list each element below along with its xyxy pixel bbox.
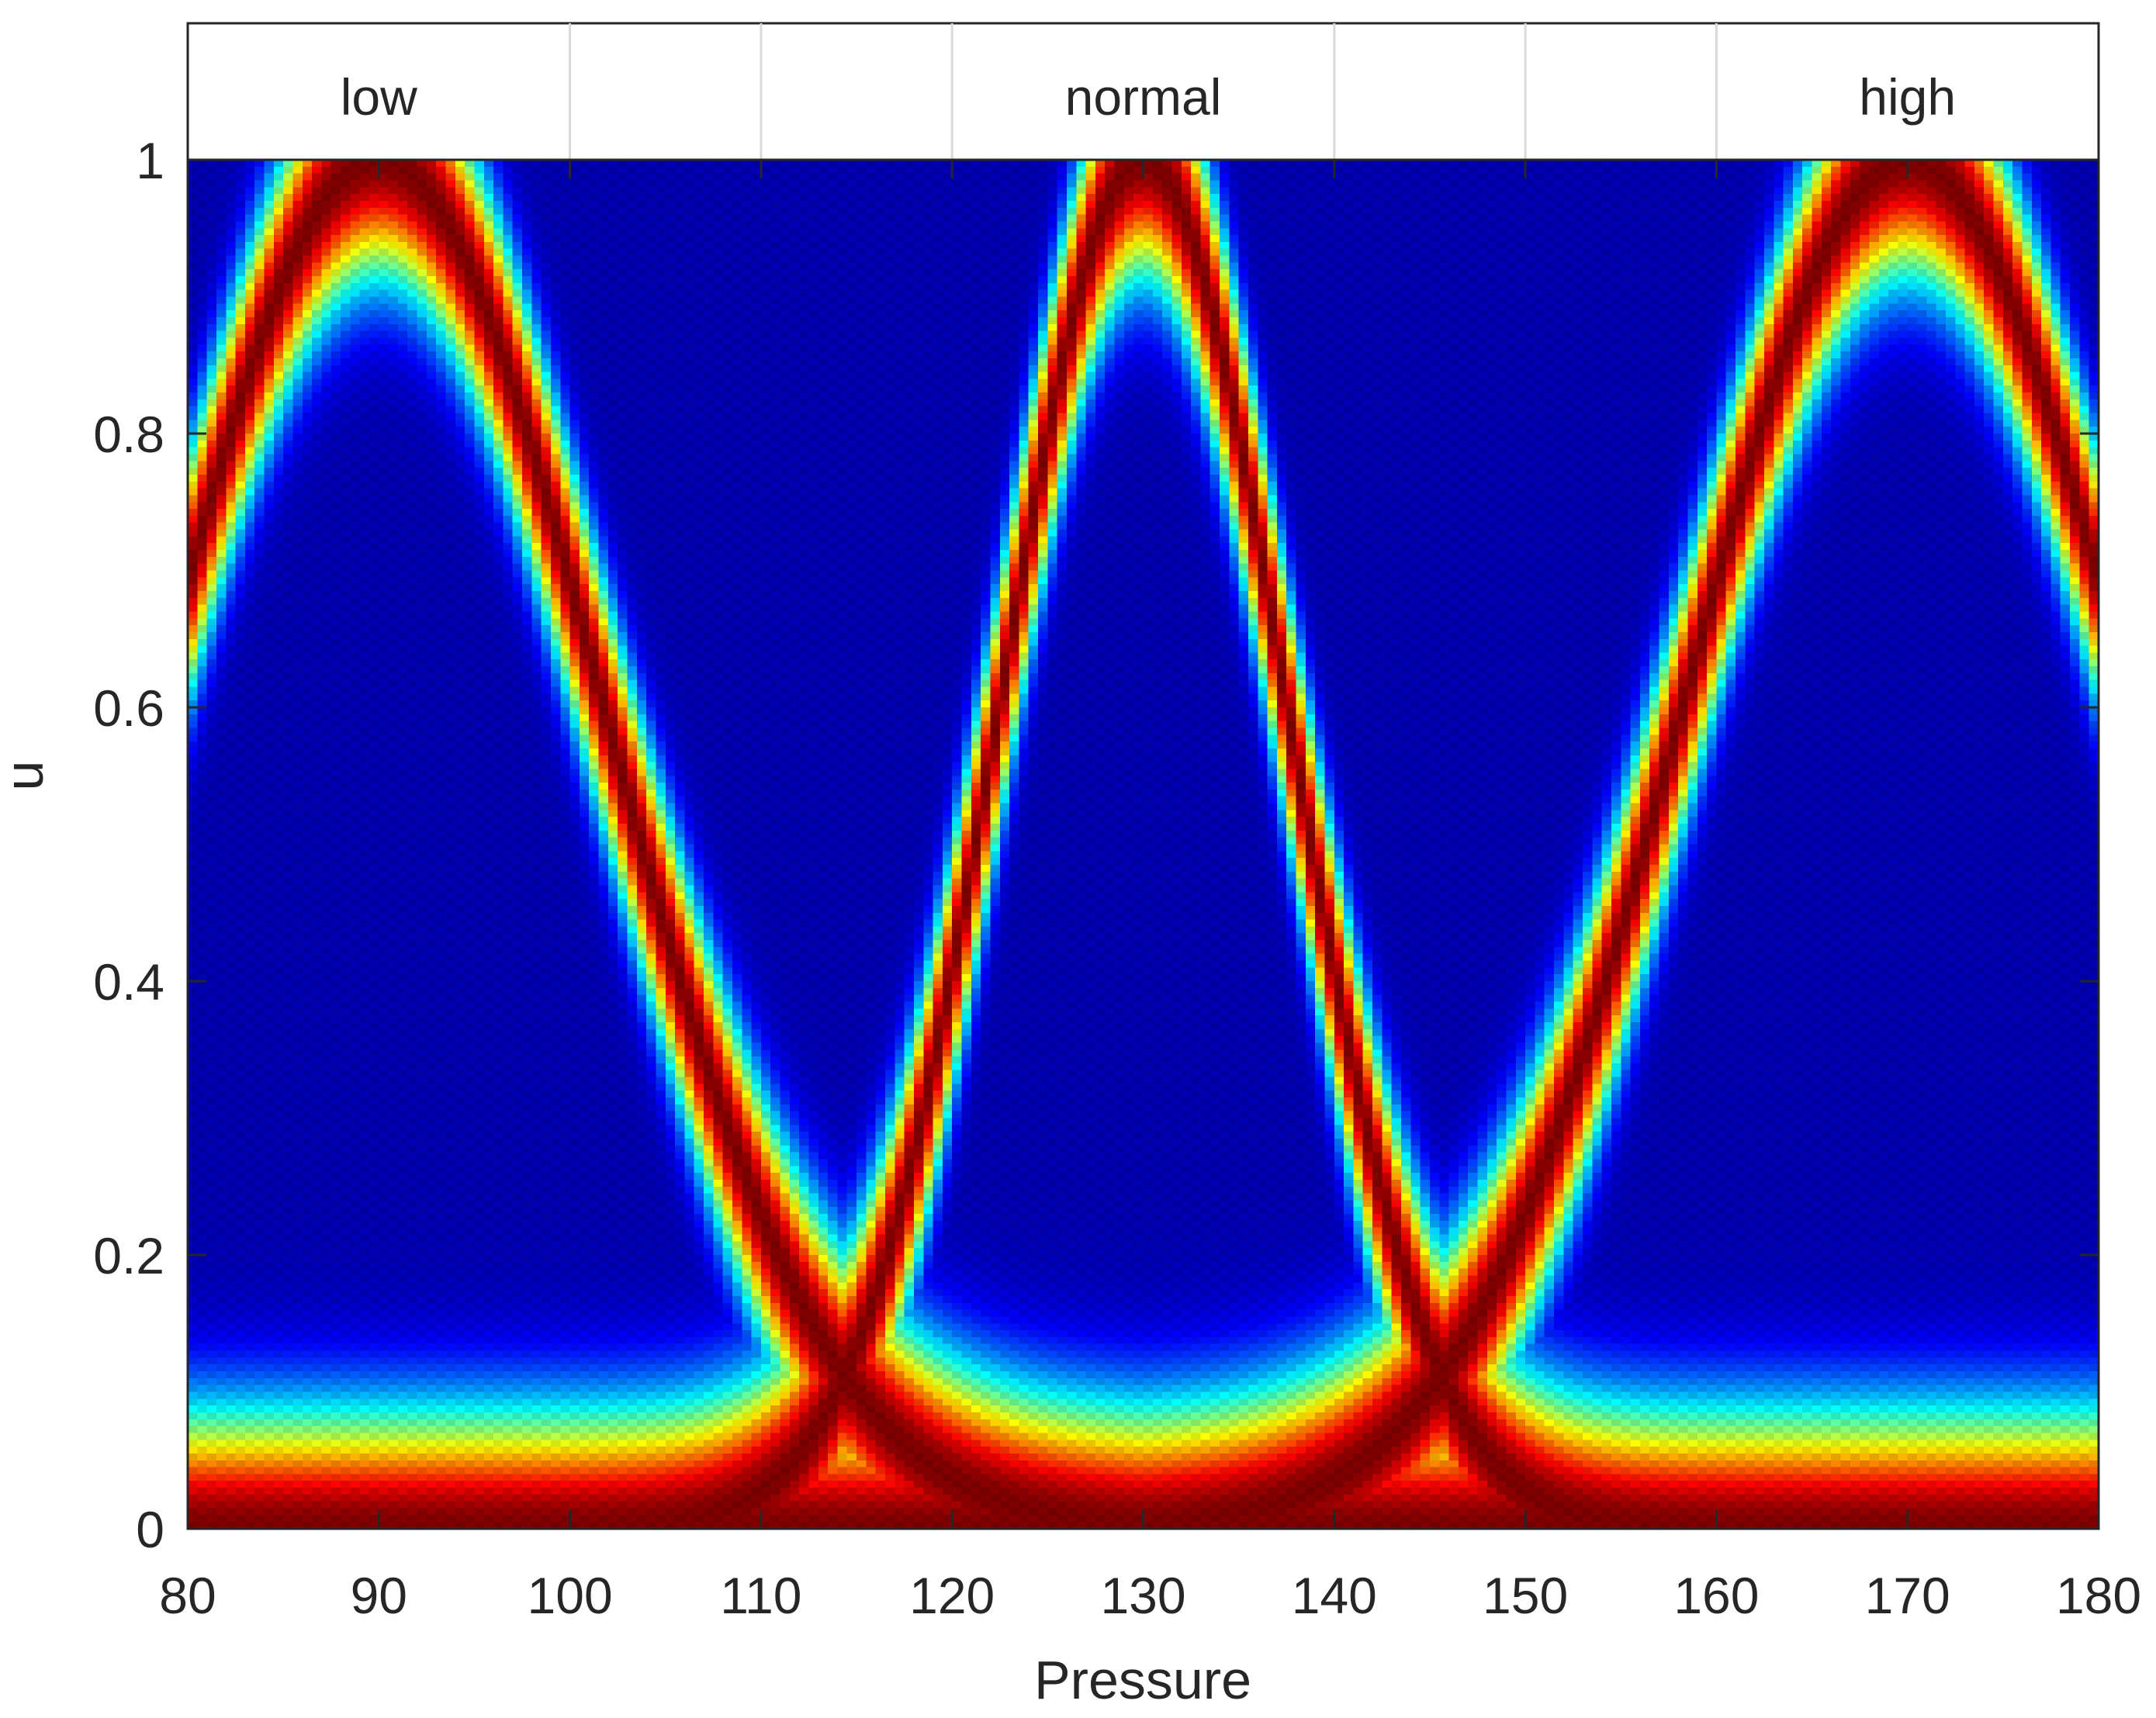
x-tick-label: 160 [1673,1567,1759,1624]
top-label-band: low normal high [186,22,2100,161]
y-tick-label: 0.8 [93,406,164,463]
x-tick-label: 80 [159,1567,216,1624]
x-axis-label: Pressure [1034,1650,1251,1710]
y-tick-label: 0.6 [93,679,164,737]
x-tick-label: 120 [909,1567,995,1624]
y-axis-ticks: 0 0.2 0.4 0.6 0.8 1 [93,132,2099,1558]
x-axis-ticks: 80 90 100 110 120 130 140 150 160 170 180 [159,160,2141,1624]
y-axis-label: u [0,761,54,791]
y-tick-label: 0.2 [93,1227,164,1284]
y-tick-label: 0 [136,1501,164,1558]
x-tick-label: 110 [720,1567,801,1624]
x-tick-label: 150 [1483,1567,1568,1624]
heatmap-canvas [188,160,2099,1529]
top-band-label: high [1859,68,1956,126]
y-tick-label: 1 [136,132,164,189]
top-band-gridlines [569,23,1718,160]
top-band-frame [186,22,2100,161]
x-tick-label: 140 [1292,1567,1377,1624]
top-band-labels: low normal high [341,68,1956,126]
top-band-label: normal [1065,68,1222,126]
y-tick-label: 0.4 [93,953,164,1011]
x-tick-label: 130 [1100,1567,1185,1624]
x-tick-label: 170 [1865,1567,1950,1624]
top-band-label: low [341,68,417,126]
plot-frame [186,158,2100,1530]
x-tick-label: 100 [528,1567,613,1624]
x-tick-label: 180 [2056,1567,2141,1624]
x-tick-label: 90 [351,1567,407,1624]
